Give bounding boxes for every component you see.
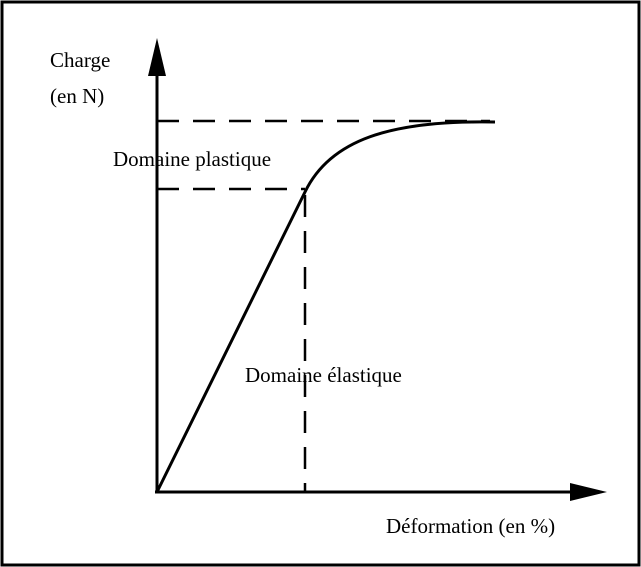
elastic-region-label: Domaine élastique (245, 363, 402, 387)
y-axis-unit: (en N) (50, 84, 104, 108)
y-axis-label: Charge (50, 48, 110, 72)
y-axis-arrow (148, 38, 166, 76)
stress-strain-curve (155, 120, 496, 493)
x-axis-label: Déformation (en %) (386, 514, 555, 538)
plastic-region-label: Domaine plastique (113, 147, 271, 171)
x-axis-arrow (570, 483, 607, 501)
